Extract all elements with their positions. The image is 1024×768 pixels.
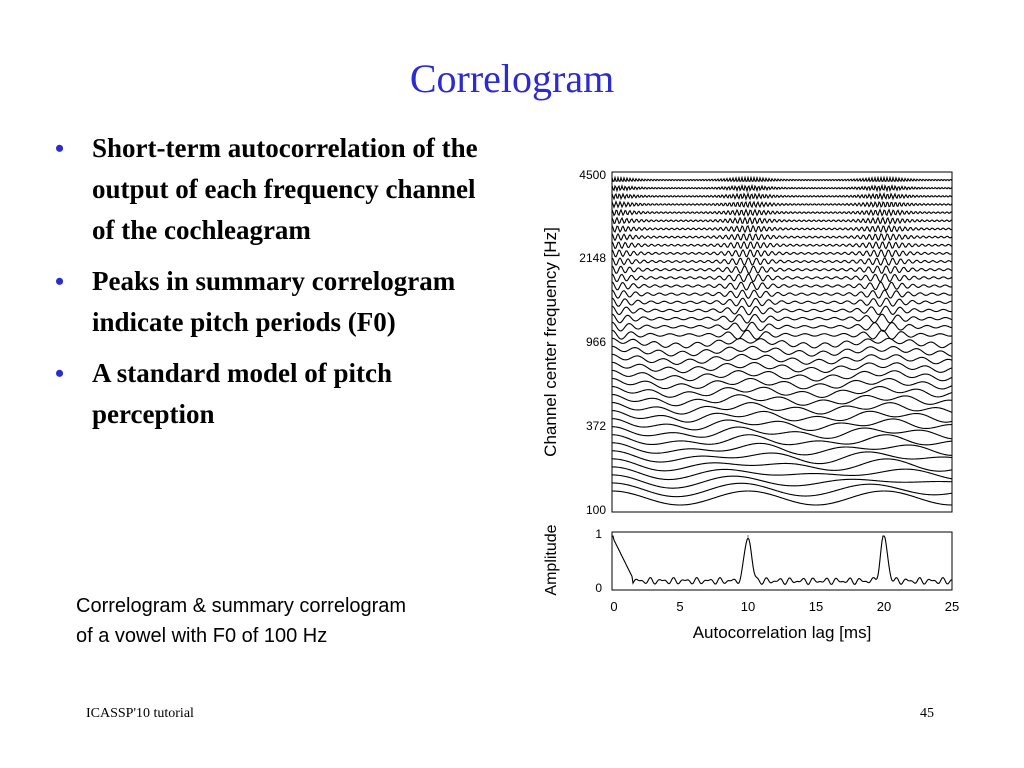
channel-trace bbox=[611, 385, 953, 398]
bullet-text: Short-term autocorrelation of the output… bbox=[92, 133, 478, 245]
channel-trace bbox=[611, 450, 953, 465]
summary-peak-point bbox=[883, 535, 885, 537]
channel-trace bbox=[611, 321, 953, 332]
channel-trace bbox=[611, 257, 953, 266]
channel-trace bbox=[611, 393, 953, 407]
y-tick-label: 372 bbox=[586, 419, 606, 433]
bullet-item: • A standard model of pitch perception bbox=[55, 353, 495, 435]
channel-trace bbox=[611, 273, 953, 283]
correlogram-svg: 4500 2148 966 372 100 Channel center fre… bbox=[541, 168, 959, 642]
channel-trace bbox=[611, 490, 953, 506]
channel-trace bbox=[611, 474, 953, 489]
channel-trace bbox=[611, 216, 953, 225]
channel-trace bbox=[611, 377, 953, 390]
summary-peak-point bbox=[611, 535, 613, 537]
correlogram-frame bbox=[611, 171, 953, 513]
figure-caption: Correlogram & summary correlogram of a v… bbox=[76, 591, 516, 651]
summary-frame bbox=[611, 531, 953, 591]
channel-trace bbox=[611, 281, 953, 291]
channel-trace bbox=[611, 313, 953, 324]
x-axis-label: Autocorrelation lag [ms] bbox=[693, 623, 872, 642]
channel-trace bbox=[611, 224, 953, 234]
summary-trace bbox=[611, 535, 953, 586]
correlogram-traces bbox=[611, 175, 953, 506]
bullet-item: • Short-term autocorrelation of the outp… bbox=[55, 128, 495, 251]
footer-event: ICASSP'10 tutorial bbox=[86, 706, 194, 721]
y-tick-label: 0 bbox=[595, 581, 602, 595]
correlogram-figure: 4500 2148 966 372 100 Channel center fre… bbox=[530, 160, 970, 650]
channel-trace bbox=[611, 466, 953, 481]
bullet-dot-icon: • bbox=[55, 359, 65, 388]
bullet-text: Peaks in summary correlogram indicate pi… bbox=[92, 266, 456, 337]
bullet-dot-icon: • bbox=[55, 134, 65, 163]
x-tick-label: 15 bbox=[809, 599, 823, 614]
channel-trace bbox=[611, 426, 953, 440]
channel-trace bbox=[611, 265, 953, 275]
correlogram-ylabel: Channel center frequency [Hz] bbox=[541, 227, 560, 457]
slide-title: Correlogram bbox=[409, 56, 615, 101]
summary-trace-line bbox=[612, 535, 953, 586]
channel-trace bbox=[611, 418, 953, 432]
caption-line: Correlogram & summary correlogram bbox=[76, 595, 407, 617]
channel-trace bbox=[611, 297, 953, 308]
y-tick-label: 966 bbox=[586, 335, 606, 349]
channel-trace bbox=[611, 289, 953, 299]
channel-trace bbox=[611, 183, 953, 193]
channel-trace bbox=[611, 249, 953, 258]
x-tick-label: 0 bbox=[610, 599, 617, 614]
channel-trace bbox=[611, 442, 953, 456]
channel-trace bbox=[611, 208, 953, 217]
channel-trace bbox=[611, 329, 953, 340]
channel-trace bbox=[611, 337, 953, 349]
channel-trace bbox=[611, 458, 953, 472]
bullet-dot-icon: • bbox=[55, 267, 65, 296]
channel-trace bbox=[611, 361, 953, 374]
channel-trace bbox=[611, 482, 953, 498]
bullet-item: • Peaks in summary correlogram indicate … bbox=[55, 261, 495, 343]
x-tick-label: 20 bbox=[877, 599, 891, 614]
x-tick-label: 5 bbox=[676, 599, 683, 614]
y-tick-label: 100 bbox=[586, 503, 606, 517]
channel-trace bbox=[611, 369, 953, 382]
channel-trace bbox=[611, 410, 953, 423]
channel-trace bbox=[611, 240, 953, 250]
channel-trace bbox=[611, 191, 953, 201]
channel-trace bbox=[611, 402, 953, 415]
y-tick-label: 4500 bbox=[579, 168, 606, 182]
summary-ylabel: Amplitude bbox=[543, 524, 560, 595]
channel-trace bbox=[611, 353, 953, 365]
bullet-list: • Short-term autocorrelation of the outp… bbox=[55, 128, 495, 445]
channel-trace bbox=[611, 345, 953, 357]
channel-trace bbox=[611, 175, 953, 183]
y-tick-label: 2148 bbox=[579, 251, 606, 265]
summary-peak-point bbox=[747, 535, 749, 537]
channel-trace bbox=[611, 434, 953, 446]
page-number: 45 bbox=[920, 706, 934, 721]
caption-line: of a vowel with F0 of 100 Hz bbox=[76, 625, 328, 647]
x-tick-label: 25 bbox=[945, 599, 959, 614]
channel-trace bbox=[611, 305, 953, 316]
channel-trace bbox=[611, 200, 953, 209]
channel-trace bbox=[611, 232, 953, 242]
bullet-text: A standard model of pitch perception bbox=[92, 358, 393, 429]
x-tick-labels: 0 5 10 15 20 25 bbox=[610, 599, 959, 614]
x-tick-label: 10 bbox=[741, 599, 755, 614]
y-tick-label: 1 bbox=[595, 527, 602, 541]
